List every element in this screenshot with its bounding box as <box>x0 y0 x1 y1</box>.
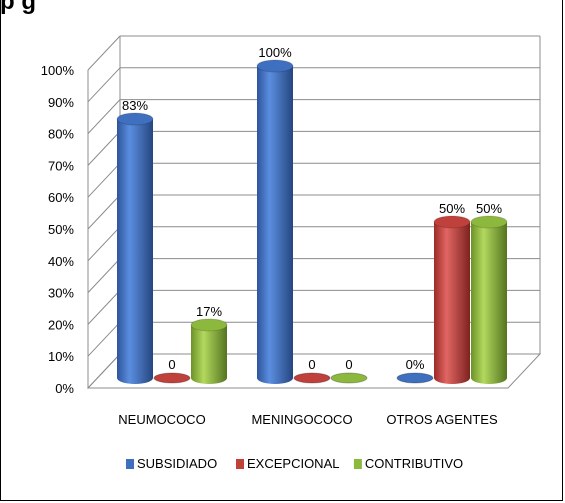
y-tick-label: 10% <box>48 349 74 364</box>
y-tick-label: 70% <box>48 158 74 173</box>
y-tick-label: 30% <box>48 286 74 301</box>
bar <box>153 372 191 384</box>
y-tick-label: 100% <box>41 63 75 78</box>
legend-swatch <box>236 459 244 469</box>
data-label: 83% <box>122 98 148 113</box>
legend-swatch <box>353 459 362 469</box>
x-category-label: NEUMOCOCO <box>118 412 205 427</box>
bar <box>470 215 508 384</box>
data-label: 0% <box>406 357 425 372</box>
gridline-side <box>87 131 121 166</box>
data-label: 50% <box>476 201 502 216</box>
gridline-side <box>87 258 121 293</box>
bar <box>330 372 368 384</box>
y-tick-label: 60% <box>48 190 74 205</box>
data-label: 50% <box>439 201 465 216</box>
y-tick-label: 80% <box>48 127 74 142</box>
legend-item: SUBSIDIADO <box>126 456 217 471</box>
data-label: 0 <box>345 357 352 372</box>
x-category-label: MENINGOCOCO <box>251 412 352 427</box>
chart-floor <box>86 353 542 389</box>
legend-item: EXCEPCIONAL <box>236 456 339 471</box>
data-label: 0 <box>308 357 315 372</box>
data-label: 100% <box>258 45 292 60</box>
bar <box>190 318 228 384</box>
gridline-side <box>87 99 121 134</box>
y-tick-label: 20% <box>48 317 74 332</box>
data-label: 0 <box>168 357 175 372</box>
x-category-label: OTROS AGENTES <box>386 412 498 427</box>
legend-swatch <box>126 459 134 469</box>
legend-item: CONTRIBUTIVO <box>353 456 463 471</box>
gridline-side <box>87 162 121 198</box>
legend-label: CONTRIBUTIVO <box>365 456 463 471</box>
data-label: 17% <box>196 304 222 319</box>
gridline-side <box>87 194 121 230</box>
bar <box>433 215 471 384</box>
gridline-side <box>87 35 121 71</box>
chart-title-fragment: p g <box>0 0 36 15</box>
bar <box>116 112 154 384</box>
gridline-side <box>87 290 121 325</box>
bar <box>396 372 434 384</box>
y-tick-label: 90% <box>48 95 74 110</box>
legend-label: SUBSIDIADO <box>137 456 217 471</box>
bar <box>256 59 294 384</box>
gridline-side <box>87 321 121 357</box>
legend-label: EXCEPCIONAL <box>247 456 339 471</box>
gridline-side <box>87 226 121 262</box>
y-tick-label: 0% <box>55 381 74 396</box>
y-tick-label: 40% <box>48 254 74 269</box>
y-tick-label: 50% <box>48 222 74 237</box>
gridline-side <box>87 67 121 103</box>
bar <box>293 372 331 384</box>
